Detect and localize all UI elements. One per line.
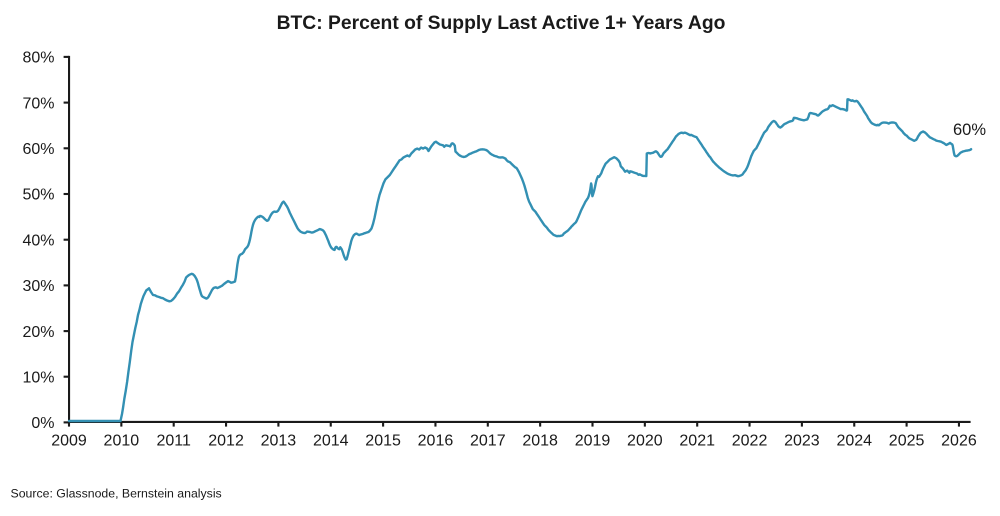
svg-text:Source: Glassnode, Bernstein a: Source: Glassnode, Bernstein analysis: [11, 486, 222, 500]
svg-text:60%: 60%: [953, 121, 986, 139]
svg-text:2024: 2024: [836, 433, 872, 450]
svg-text:2013: 2013: [261, 433, 297, 450]
svg-text:2009: 2009: [51, 433, 87, 450]
svg-text:40%: 40%: [22, 232, 54, 249]
svg-text:2012: 2012: [208, 433, 244, 450]
svg-text:2016: 2016: [418, 433, 454, 450]
svg-text:2025: 2025: [889, 433, 925, 450]
svg-text:2021: 2021: [679, 433, 715, 450]
svg-text:2010: 2010: [104, 433, 140, 450]
svg-text:60%: 60%: [22, 141, 54, 158]
svg-text:2023: 2023: [784, 433, 820, 450]
svg-text:2026: 2026: [941, 433, 977, 450]
svg-text:2015: 2015: [365, 433, 401, 450]
svg-text:2020: 2020: [627, 433, 663, 450]
svg-text:80%: 80%: [22, 50, 54, 67]
svg-text:2019: 2019: [575, 433, 611, 450]
svg-text:0%: 0%: [31, 415, 54, 432]
svg-text:30%: 30%: [22, 278, 54, 295]
svg-text:20%: 20%: [22, 324, 54, 341]
svg-text:2017: 2017: [470, 433, 506, 450]
svg-text:2018: 2018: [522, 433, 558, 450]
svg-text:2011: 2011: [156, 433, 191, 450]
svg-text:50%: 50%: [22, 187, 54, 204]
svg-text:2014: 2014: [313, 433, 349, 450]
svg-text:BTC: Percent of Supply Last Ac: BTC: Percent of Supply Last Active 1+ Ye…: [277, 13, 726, 34]
svg-text:70%: 70%: [22, 95, 54, 112]
svg-text:2022: 2022: [732, 433, 768, 450]
svg-text:10%: 10%: [22, 369, 54, 386]
